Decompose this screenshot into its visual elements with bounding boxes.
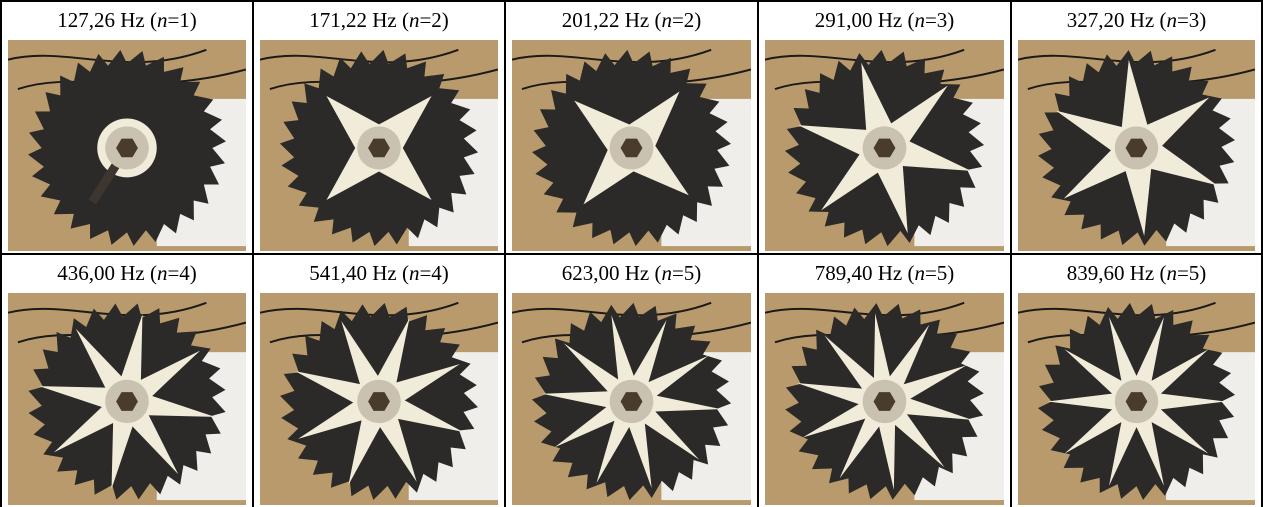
- vibration-pattern-photo: [1018, 40, 1255, 251]
- panel-caption: 541,40 Hz (n=4): [254, 255, 504, 291]
- frequency-label: 436,00 Hz: [57, 261, 145, 285]
- frequency-label: 127,26 Hz: [57, 8, 145, 32]
- mode-number: 3: [936, 8, 948, 32]
- panel-caption: 623,00 Hz (n=5): [506, 255, 757, 291]
- mode-number: 4: [431, 261, 442, 285]
- panel-2: 171,22 Hz (n=2): [252, 0, 504, 253]
- mode-symbol: n: [408, 261, 420, 285]
- vibration-pattern-photo: [8, 293, 246, 505]
- frequency-label: 201,22 Hz: [561, 8, 650, 32]
- frequency-label: 541,40 Hz: [309, 261, 397, 285]
- mode-number: 4: [179, 261, 190, 285]
- hex-nut: [116, 138, 138, 158]
- mode-symbol: n: [408, 8, 420, 32]
- mode-symbol: n: [661, 261, 672, 285]
- mode-symbol: n: [914, 261, 925, 285]
- panel-6: 436,00 Hz (n=4): [0, 253, 252, 507]
- panel-5: 327,20 Hz (n=3): [1010, 0, 1263, 253]
- panel-caption: 839,60 Hz (n=5): [1012, 255, 1261, 291]
- frequency-label: 171,22 Hz: [309, 8, 397, 32]
- mode-symbol: n: [1166, 8, 1177, 32]
- mode-symbol: n: [1166, 261, 1177, 285]
- panel-caption: 436,00 Hz (n=4): [2, 255, 252, 291]
- hex-nut: [1125, 392, 1148, 411]
- hex-nut: [116, 392, 138, 411]
- mode-number: 5: [936, 261, 948, 285]
- hex-nut: [1125, 138, 1148, 158]
- frequency-label: 839,60 Hz: [1066, 261, 1155, 285]
- frequency-label: 291,00 Hz: [814, 8, 903, 32]
- mode-number: 5: [1188, 261, 1200, 285]
- mode-symbol: n: [914, 8, 925, 32]
- panel-caption: 327,20 Hz (n=3): [1012, 2, 1261, 38]
- frequency-label: 623,00 Hz: [561, 261, 650, 285]
- vibration-pattern-photo: [260, 40, 498, 251]
- panel-4: 291,00 Hz (n=3): [757, 0, 1010, 253]
- vibration-pattern-photo: [765, 293, 1004, 505]
- hex-nut: [368, 138, 390, 158]
- mode-symbol: n: [156, 261, 168, 285]
- vibration-pattern-photo: [8, 40, 246, 251]
- mode-symbol: n: [156, 8, 168, 32]
- frequency-label: 327,20 Hz: [1066, 8, 1155, 32]
- vibration-pattern-photo: [1018, 293, 1255, 505]
- mode-symbol: n: [661, 8, 672, 32]
- panel-caption: 201,22 Hz (n=2): [506, 2, 757, 38]
- hex-nut: [620, 392, 643, 411]
- panel-9: 789,40 Hz (n=5): [757, 253, 1010, 507]
- mode-number: 5: [683, 261, 695, 285]
- panel-caption: 789,40 Hz (n=5): [759, 255, 1010, 291]
- panel-caption: 127,26 Hz (n=1): [2, 2, 252, 38]
- frequency-label: 789,40 Hz: [814, 261, 903, 285]
- hex-nut: [368, 392, 390, 411]
- mode-number: 3: [1188, 8, 1200, 32]
- mode-number: 2: [431, 8, 442, 32]
- hex-nut: [873, 392, 896, 411]
- panel-caption: 171,22 Hz (n=2): [254, 2, 504, 38]
- vibration-pattern-photo: [512, 293, 751, 505]
- panel-8: 623,00 Hz (n=5): [504, 253, 757, 507]
- panel-3: 201,22 Hz (n=2): [504, 0, 757, 253]
- vibration-pattern-photo: [765, 40, 1004, 251]
- panel-1: 127,26 Hz (n=1): [0, 0, 252, 253]
- mode-number: 2: [683, 8, 695, 32]
- panel-caption: 291,00 Hz (n=3): [759, 2, 1010, 38]
- panel-7: 541,40 Hz (n=4): [252, 253, 504, 507]
- hex-nut: [873, 138, 896, 158]
- vibration-pattern-photo: [260, 293, 498, 505]
- mode-number: 1: [179, 8, 190, 32]
- hex-nut: [620, 138, 643, 158]
- vibration-pattern-photo: [512, 40, 751, 251]
- panel-10: 839,60 Hz (n=5): [1010, 253, 1263, 507]
